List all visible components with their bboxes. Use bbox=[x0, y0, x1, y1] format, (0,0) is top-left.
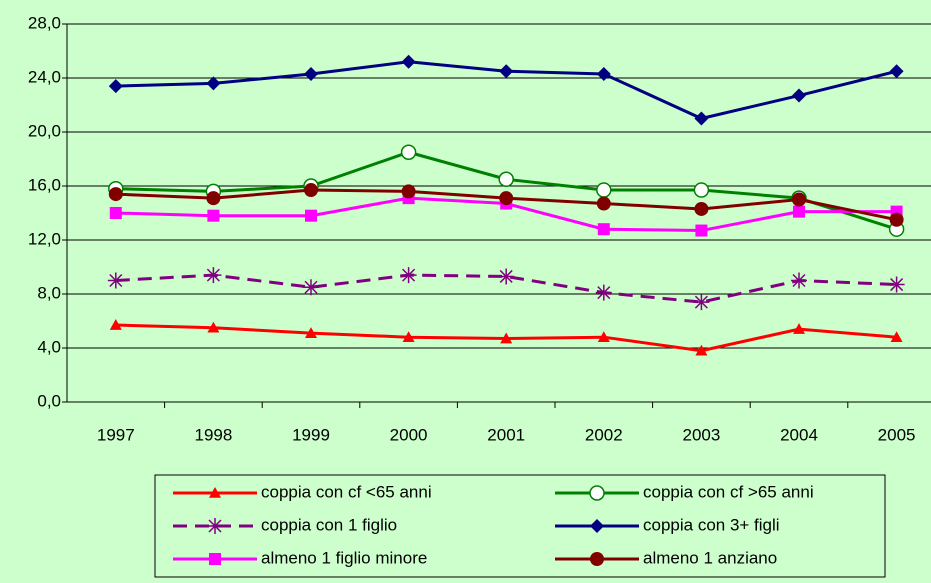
x-tick-label: 2004 bbox=[780, 425, 818, 444]
marker bbox=[596, 196, 611, 211]
marker bbox=[303, 279, 319, 296]
x-tick-label: 2005 bbox=[878, 425, 916, 444]
marker bbox=[206, 76, 221, 91]
marker bbox=[792, 192, 806, 207]
y-tick-label: 28,0 bbox=[28, 13, 61, 32]
marker bbox=[109, 319, 122, 330]
legend-label: almeno 1 figlio minore bbox=[261, 548, 427, 567]
legend-box bbox=[154, 474, 886, 578]
marker bbox=[498, 171, 514, 187]
marker bbox=[207, 321, 220, 333]
x-tick-label: 2000 bbox=[390, 425, 428, 444]
marker bbox=[305, 327, 317, 338]
marker bbox=[107, 272, 124, 289]
marker bbox=[694, 111, 709, 126]
marker bbox=[207, 209, 220, 222]
legend-marker bbox=[209, 553, 221, 565]
marker bbox=[305, 209, 317, 222]
marker bbox=[499, 64, 514, 79]
marker bbox=[596, 66, 611, 81]
marker bbox=[694, 201, 709, 216]
marker bbox=[400, 144, 417, 160]
marker bbox=[792, 88, 806, 103]
legend-label: almeno 1 anziano bbox=[643, 548, 777, 567]
marker bbox=[109, 207, 122, 219]
y-tick-label: 8,0 bbox=[37, 283, 61, 302]
x-tick-label: 2001 bbox=[487, 425, 525, 444]
x-tick-label: 1999 bbox=[292, 425, 330, 444]
legend-label: coppia con 3+ figli bbox=[643, 515, 780, 534]
x-tick-label: 2002 bbox=[585, 425, 623, 444]
marker bbox=[304, 66, 318, 81]
marker bbox=[499, 191, 514, 206]
y-tick-label: 0,0 bbox=[37, 391, 61, 410]
marker bbox=[695, 224, 708, 237]
x-tick-label: 1997 bbox=[97, 425, 135, 444]
marker bbox=[500, 332, 513, 344]
marker bbox=[596, 182, 612, 198]
marker bbox=[304, 183, 318, 198]
legend-label: coppia con cf >65 anni bbox=[643, 482, 814, 501]
y-tick-label: 4,0 bbox=[37, 337, 61, 356]
legend-marker bbox=[589, 485, 605, 501]
marker bbox=[400, 267, 417, 284]
marker bbox=[206, 191, 221, 206]
marker bbox=[108, 79, 123, 94]
marker bbox=[498, 268, 515, 285]
legend-label: coppia con cf <65 anni bbox=[261, 482, 432, 501]
marker bbox=[402, 331, 415, 342]
legend-marker bbox=[209, 487, 221, 498]
marker bbox=[693, 182, 710, 198]
y-tick-label: 20,0 bbox=[28, 121, 61, 140]
marker bbox=[108, 187, 123, 202]
y-tick-label: 24,0 bbox=[28, 67, 61, 86]
marker bbox=[595, 284, 612, 301]
marker bbox=[205, 267, 222, 284]
marker bbox=[890, 331, 903, 342]
marker bbox=[401, 54, 416, 69]
y-tick-label: 16,0 bbox=[28, 175, 61, 194]
marker bbox=[791, 272, 807, 289]
legend-marker bbox=[207, 518, 223, 534]
marker bbox=[695, 344, 708, 356]
y-tick-label: 12,0 bbox=[28, 229, 61, 248]
legend-marker bbox=[590, 519, 604, 533]
marker bbox=[793, 205, 805, 218]
marker bbox=[889, 212, 904, 227]
x-tick-label: 2003 bbox=[682, 425, 720, 444]
marker bbox=[597, 331, 610, 342]
marker bbox=[889, 64, 904, 79]
marker bbox=[793, 323, 805, 334]
legend-marker bbox=[590, 552, 604, 566]
marker bbox=[401, 184, 416, 199]
marker bbox=[597, 223, 610, 236]
marker bbox=[693, 294, 710, 311]
legend-label: coppia con 1 figlio bbox=[261, 515, 397, 534]
marker bbox=[888, 276, 905, 293]
x-tick-label: 1998 bbox=[194, 425, 232, 444]
